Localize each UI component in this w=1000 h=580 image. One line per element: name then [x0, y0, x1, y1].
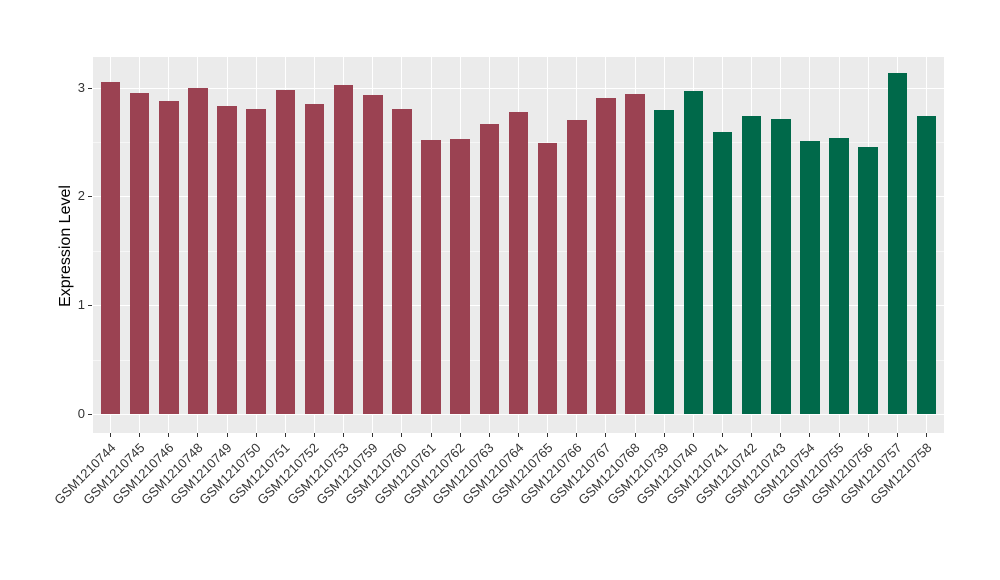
bar-GSM1210743: [771, 119, 791, 414]
bar-GSM1210763: [479, 123, 500, 414]
x-tick: [226, 433, 228, 437]
bar-GSM1210762: [450, 138, 470, 414]
bar-GSM1210753: [333, 85, 354, 414]
bar-GSM1210757: [887, 73, 908, 414]
x-tick: [313, 433, 315, 437]
y-tick-label: 3: [77, 79, 85, 95]
x-tick: [139, 433, 141, 437]
bar-GSM1210750: [246, 109, 266, 414]
y-tick-label: 0: [77, 406, 85, 421]
bar-GSM1210760: [392, 109, 412, 414]
bar-GSM1210758: [916, 115, 937, 414]
bar-GSM1210739: [654, 110, 674, 414]
x-tick: [372, 433, 374, 437]
bar-GSM1210741: [712, 132, 733, 414]
x-tick: [838, 433, 840, 437]
x-tick: [547, 433, 549, 437]
bar-GSM1210748: [188, 87, 208, 414]
x-tick: [692, 433, 694, 437]
bar-GSM1210746: [159, 100, 179, 414]
bar-GSM1210767: [596, 98, 616, 414]
x-tick: [255, 433, 257, 437]
x-tick: [197, 433, 199, 437]
bar-GSM1210756: [858, 147, 878, 414]
x-tick: [663, 433, 665, 437]
y-tick: [88, 414, 92, 415]
bar-GSM1210761: [421, 139, 441, 414]
x-tick: [722, 433, 723, 437]
plot-panel: [93, 57, 944, 433]
y-tick: [88, 305, 92, 307]
x-tick: [430, 433, 432, 437]
y-tick: [88, 87, 92, 89]
bar-GSM1210752: [304, 103, 325, 414]
bar-GSM1210749: [217, 106, 237, 414]
x-tick: [109, 433, 111, 437]
x-tick: [605, 433, 607, 437]
x-tick: [634, 433, 636, 437]
x-tick: [488, 433, 490, 437]
x-tick: [926, 433, 927, 437]
y-axis-title: Expression Level: [57, 185, 74, 307]
x-tick: [401, 433, 403, 437]
x-tick: [809, 433, 811, 437]
x-tick: [867, 433, 869, 437]
bar-GSM1210755: [829, 137, 849, 414]
x-tick: [518, 433, 519, 437]
bar-GSM1210766: [567, 120, 587, 414]
y-tick-label: 1: [77, 297, 85, 313]
bar-GSM1210745: [129, 93, 150, 414]
x-tick: [343, 433, 345, 437]
bar-GSM1210740: [683, 90, 704, 414]
x-tick: [284, 433, 286, 437]
x-tick: [780, 433, 782, 437]
bar-GSM1210742: [741, 115, 762, 414]
y-tick: [88, 196, 92, 198]
bar-GSM1210759: [363, 95, 383, 414]
x-tick: [751, 433, 753, 437]
bar-GSM1210744: [100, 82, 121, 414]
x-tick: [576, 433, 578, 437]
y-tick-label: 2: [77, 188, 85, 204]
x-tick: [168, 433, 170, 437]
bar-GSM1210751: [275, 89, 296, 414]
bar-GSM1210765: [537, 143, 558, 414]
bar-GSM1210754: [800, 140, 820, 414]
x-tick: [896, 433, 898, 437]
x-tick: [459, 433, 461, 437]
bar-GSM1210764: [508, 111, 529, 414]
bar-GSM1210768: [625, 94, 645, 414]
